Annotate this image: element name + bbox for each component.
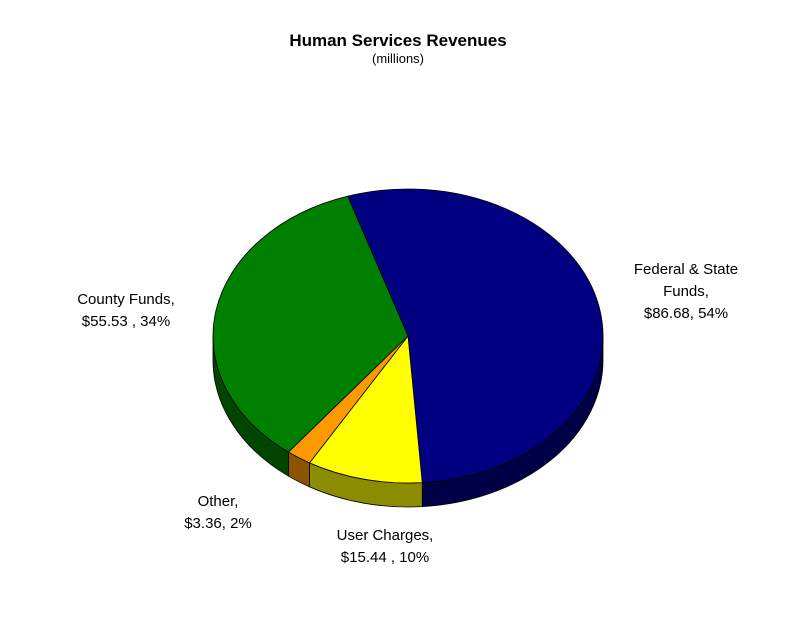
data-label-line: County Funds, (77, 291, 175, 308)
data-label-other: Other, $3.36, 2% (184, 493, 252, 532)
chart-subtitle: (millions) (372, 51, 424, 66)
data-label-line: $55.53 , 34% (82, 313, 170, 330)
data-label-county-funds: County Funds, $55.53 , 34% (77, 291, 175, 330)
pie-slice-county-funds (212, 195, 409, 453)
data-label-line: Other, (198, 493, 239, 510)
pie-top-faces (212, 188, 604, 484)
data-labels: Federal & State Funds, $86.68, 54% User Cha… (77, 261, 738, 566)
chart-title-block: Human Services Revenues (millions) (0, 30, 796, 67)
data-label-line: $15.44 , 10% (341, 549, 429, 566)
pie-slice-federal-state-funds (347, 188, 604, 484)
chart-title: Human Services Revenues (289, 31, 507, 50)
data-label-line: Federal & State (634, 261, 738, 278)
pie-slice-user-charges (308, 334, 423, 484)
data-label-user-charges: User Charges, $15.44 , 10% (337, 527, 434, 566)
data-label-line: Funds, (663, 283, 709, 300)
data-label-line: $86.68, 54% (644, 305, 728, 322)
data-label-federal-state-funds: Federal & State Funds, $86.68, 54% (634, 261, 738, 322)
data-label-line: User Charges, (337, 527, 434, 544)
data-label-line: $3.36, 2% (184, 515, 252, 532)
